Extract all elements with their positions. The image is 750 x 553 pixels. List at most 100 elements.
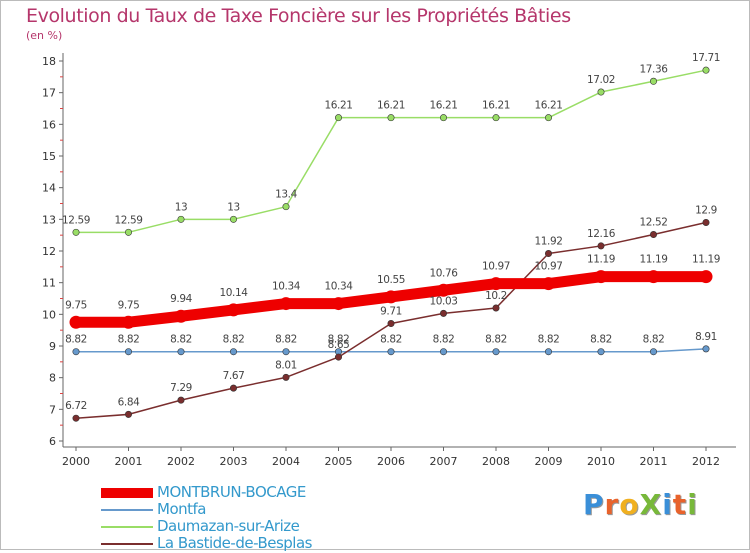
logo-letter: P: [583, 488, 605, 521]
data-point: [332, 297, 345, 311]
data-label: 7.67: [223, 370, 245, 382]
data-point: [125, 410, 133, 418]
y-tick-label: 11: [42, 277, 56, 290]
data-label: 8.82: [223, 334, 245, 346]
data-label: 8.91: [695, 331, 717, 343]
y-tick-label: 12: [42, 245, 56, 258]
data-label: 13: [175, 201, 188, 213]
y-tick-label: 14: [42, 182, 56, 195]
y-tick-label: 6: [49, 435, 56, 448]
series-line-2: [75, 69, 707, 234]
data-label: 17.02: [587, 74, 615, 86]
data-point: [72, 348, 80, 356]
data-label: 8.82: [65, 334, 87, 346]
data-point: [702, 345, 710, 353]
x-tick-label: 2008: [482, 455, 510, 468]
data-label: 9.75: [118, 299, 140, 311]
data-label: 10.14: [219, 287, 248, 299]
data-point: [230, 215, 238, 223]
legend-swatch: [101, 526, 153, 528]
y-tick-label: 17: [42, 87, 56, 100]
data-label: 11.92: [534, 236, 562, 248]
data-label: 8.82: [643, 334, 665, 346]
data-point: [594, 270, 608, 284]
data-point: [649, 77, 657, 85]
data-label: 7.29: [170, 382, 192, 394]
data-label: 11.19: [587, 254, 615, 266]
legend: MONTBRUN-BOCAGE Montfa Daumazan-sur-Arize L…: [101, 483, 361, 553]
data-point: [597, 88, 605, 96]
data-label: 12.9: [695, 205, 717, 217]
data-label: 8.65: [328, 339, 350, 351]
legend-label: Daumazan-sur-Arize: [157, 517, 300, 535]
data-label: 9.71: [380, 306, 402, 318]
legend-item: MONTBRUN-BOCAGE: [101, 483, 361, 502]
data-point: [544, 114, 552, 122]
y-tick-label: 16: [42, 118, 56, 131]
x-tick-label: 2009: [535, 455, 563, 468]
x-tick-label: 2006: [377, 455, 405, 468]
data-label: 10.97: [482, 261, 510, 273]
data-point: [72, 228, 80, 236]
proxiti-logo: ProXiti: [583, 488, 698, 521]
data-point: [544, 250, 552, 258]
data-point: [72, 414, 80, 422]
data-point: [387, 320, 395, 328]
data-point: [282, 373, 290, 381]
x-tick-label: 2004: [272, 455, 300, 468]
data-label: 13: [227, 201, 240, 213]
data-label: 16.21: [324, 100, 352, 112]
data-point: [702, 219, 710, 227]
data-label: 16.21: [482, 100, 510, 112]
data-point: [649, 348, 657, 356]
data-point: [544, 348, 552, 356]
data-point: [387, 348, 395, 356]
data-point: [279, 297, 293, 311]
data-point: [230, 384, 238, 392]
data-label: 6.72: [65, 400, 87, 412]
data-point: [227, 303, 240, 317]
data-point: [597, 348, 605, 356]
data-label: 16.21: [429, 100, 457, 112]
data-label: 12.59: [62, 214, 90, 226]
data-point: [177, 396, 185, 404]
data-label: 10.55: [377, 274, 405, 286]
data-point: [177, 215, 185, 223]
y-tick-label: 8: [49, 372, 56, 385]
x-tick-label: 2010: [587, 455, 615, 468]
y-tick-label: 7: [49, 403, 56, 416]
data-label: 10.76: [429, 267, 458, 279]
data-label: 13.4: [275, 189, 297, 201]
legend-item: Daumazan-sur-Arize: [101, 517, 361, 536]
data-point: [125, 348, 133, 356]
data-point: [437, 283, 450, 297]
data-point: [647, 270, 660, 284]
legend-item: Montfa: [101, 500, 361, 519]
data-point: [439, 348, 447, 356]
x-tick-label: 2002: [167, 455, 195, 468]
logo-letter: i: [687, 488, 698, 521]
y-tick-label: 15: [42, 150, 56, 163]
legend-swatch: [101, 509, 153, 511]
data-label: 8.82: [485, 334, 507, 346]
data-label: 8.82: [170, 334, 192, 346]
data-point: [492, 304, 500, 312]
y-axis-unit: (en %): [26, 29, 63, 42]
legend-label: MONTBRUN-BOCAGE: [157, 483, 306, 501]
data-label: 6.84: [118, 396, 140, 408]
data-label: 12.59: [114, 214, 142, 226]
data-point: [439, 114, 447, 122]
data-point: [174, 309, 188, 323]
data-label: 16.21: [377, 100, 405, 112]
data-label: 8.82: [328, 334, 350, 346]
data-point: [649, 231, 657, 239]
data-label: 11.19: [639, 254, 667, 266]
data-label: 10.34: [324, 281, 353, 293]
logo-letter: r: [604, 488, 620, 521]
data-point: [702, 66, 710, 74]
legend-label: Montfa: [157, 500, 206, 518]
x-tick-label: 2001: [115, 455, 143, 468]
data-point: [69, 315, 83, 329]
